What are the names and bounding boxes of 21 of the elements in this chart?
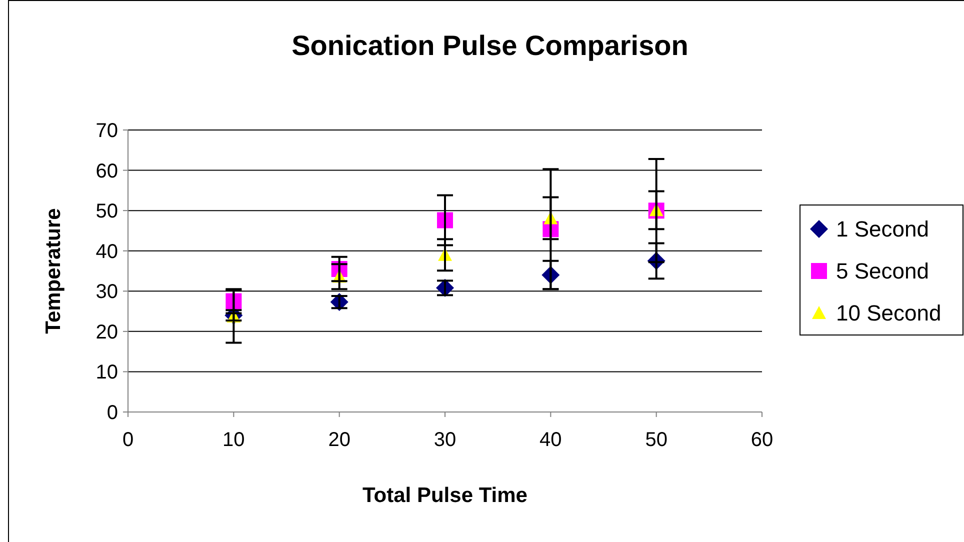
- legend-label: 1 Second: [836, 216, 929, 242]
- y-tick-label: 60: [96, 160, 118, 182]
- x-tick-label: 20: [328, 429, 350, 451]
- legend-label: 10 Second: [836, 300, 942, 326]
- x-tick-label: 60: [750, 429, 774, 451]
- x-tick-label: 0: [122, 429, 134, 451]
- y-tick-label: 0: [106, 402, 118, 424]
- x-tick-label: 40: [540, 429, 562, 451]
- x-tick-label: 30: [434, 429, 456, 451]
- x-axis-title: Total Pulse Time: [362, 484, 528, 507]
- y-tick-label: 20: [96, 321, 118, 344]
- y-tick-label: 50: [96, 200, 118, 223]
- y-tick-label: 40: [96, 240, 118, 263]
- y-tick-label: 30: [96, 281, 118, 304]
- x-tick-label: 10: [222, 429, 245, 451]
- y-axis-title: Temperature: [42, 208, 65, 334]
- legend-label: 5 Second: [836, 258, 929, 284]
- x-tick-label: 50: [645, 429, 668, 451]
- y-tick-label: 70: [96, 120, 118, 142]
- y-tick-label: 10: [96, 362, 118, 384]
- chart-title: Sonication Pulse Comparison: [292, 30, 688, 61]
